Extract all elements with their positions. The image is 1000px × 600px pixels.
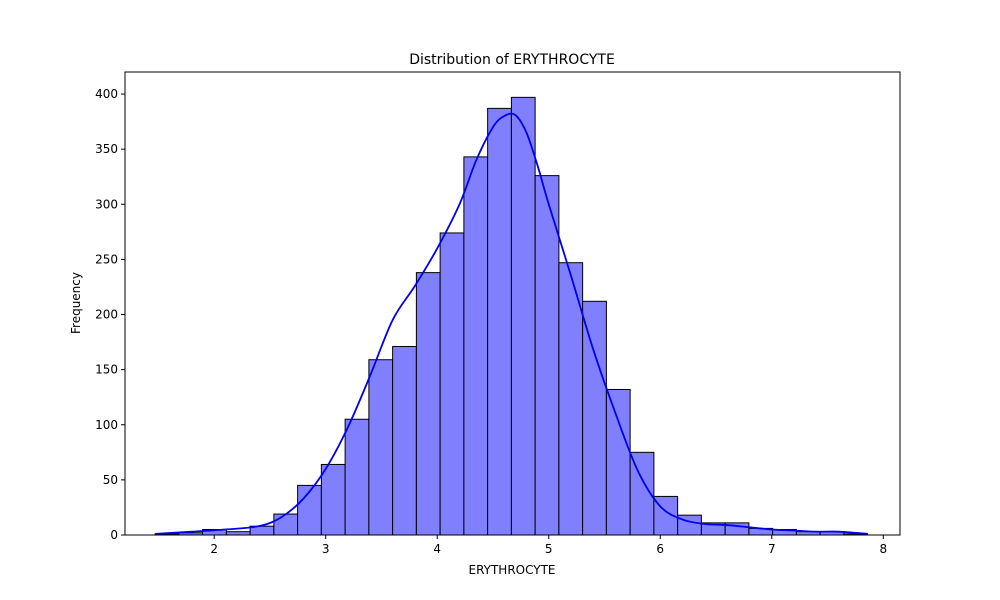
kde-curve [155, 112, 868, 535]
histogram-bar [415, 272, 441, 536]
histogram-bar [273, 513, 299, 536]
histogram-bar [320, 463, 346, 536]
y-tick-label: 350 [95, 142, 118, 156]
histogram-bar [368, 359, 394, 536]
x-axis-label: ERYTHROCYTE [468, 563, 555, 577]
x-tick-label: 2 [210, 542, 218, 556]
histogram-bar [439, 232, 465, 536]
x-tick-label: 4 [433, 542, 441, 556]
y-tick-label: 150 [95, 363, 118, 377]
y-tick-label: 0 [110, 528, 118, 542]
plot-frame [124, 71, 901, 536]
x-tick-label: 3 [322, 542, 330, 556]
histogram-bar [392, 345, 417, 536]
y-tick-label: 50 [103, 473, 118, 487]
y-tick-label: 100 [95, 418, 118, 432]
x-axis-ticks: 2 3 4 5 6 7 8 [210, 535, 887, 556]
histogram-bar [487, 107, 512, 536]
histogram-bar [605, 388, 631, 536]
histogram-bar [463, 156, 489, 536]
histogram-bar [510, 96, 536, 536]
x-tick-label: 6 [656, 542, 664, 556]
y-tick-label: 250 [95, 252, 118, 266]
x-tick-label: 5 [545, 542, 553, 556]
histogram-bar [534, 175, 560, 536]
histogram-bar [582, 300, 607, 536]
y-tick-label: 300 [95, 197, 118, 211]
y-tick-label: 200 [95, 308, 118, 322]
histogram-bars [154, 96, 869, 536]
chart-title: Distribution of ERYTHROCYTE [409, 52, 615, 68]
y-axis-ticks: 0 50 100 150 200 250 300 350 400 [95, 87, 125, 542]
y-axis-label: Frequency [69, 272, 83, 334]
x-tick-label: 7 [768, 542, 776, 556]
x-tick-label: 8 [879, 542, 887, 556]
y-tick-label: 400 [95, 87, 118, 101]
histogram-bar [344, 418, 370, 536]
